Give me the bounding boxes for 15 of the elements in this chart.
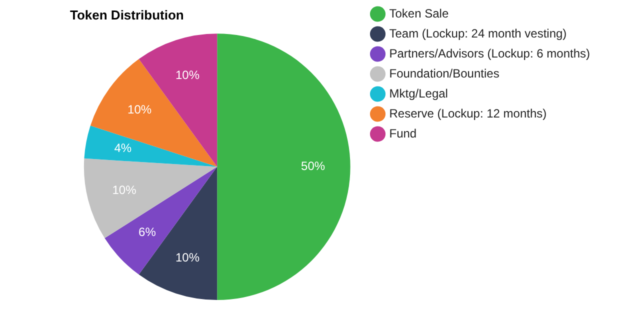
data-label: 4%: [114, 141, 132, 156]
legend-label: Mktg/Legal: [389, 86, 448, 100]
legend-label: Fund: [389, 126, 417, 140]
data-label: 10%: [128, 102, 152, 117]
legend-label: Reserve (Lockup: 12 months): [389, 106, 547, 120]
chart-title: Token Distribution: [70, 7, 184, 22]
data-label: 10%: [175, 250, 200, 264]
data-label: 10%: [112, 182, 137, 197]
legend-label: Foundation/Bounties: [389, 66, 500, 80]
data-label: 50%: [301, 159, 326, 174]
data-label: 10%: [175, 68, 200, 82]
legend-label: Partners/Advisors (Lockup: 6 months): [389, 46, 590, 60]
legend-label: Team (Lockup: 24 month vesting): [389, 26, 567, 40]
data-label: 6%: [138, 224, 156, 239]
legend-label: Token Sale: [389, 6, 449, 20]
